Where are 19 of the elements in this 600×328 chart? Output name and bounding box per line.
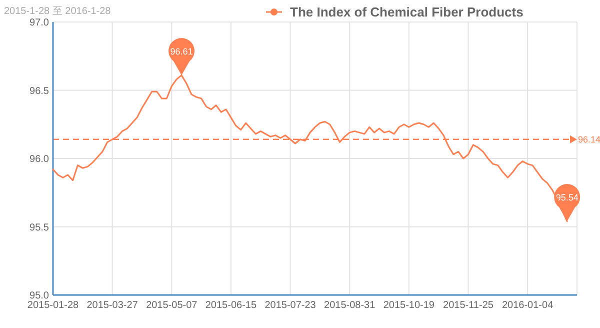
x-tick-label: 2015-10-19 (383, 300, 435, 311)
annotation: 95.54 (556, 192, 578, 202)
x-tick-label: 2015-03-27 (86, 300, 138, 311)
x-tick-label: 2015-01-28 (27, 300, 80, 311)
x-tick-label: 2015-06-15 (205, 300, 257, 311)
x-tick-label: 2015-05-07 (146, 300, 198, 311)
legend-label: The Index of Chemical Fiber Products (290, 4, 524, 20)
x-tick-label: 2015-11-25 (443, 300, 494, 311)
x-tick-label: 2016-01-04 (502, 300, 554, 311)
y-tick-label: 95.5 (30, 222, 50, 234)
chart-title: 2015-1-28 至 2016-1-28 (4, 6, 112, 17)
x-tick-label: 2015-07-23 (264, 300, 316, 311)
y-tick-label: 96.5 (30, 86, 50, 97)
annotation: 96.61 (170, 46, 193, 56)
y-tick-label: 96.0 (30, 154, 50, 165)
ref-line-label: 96.14 (578, 134, 600, 145)
x-tick-label: 2015-08-31 (324, 300, 376, 311)
y-tick-label: 95.0 (30, 290, 50, 302)
y-tick-label: 97.0 (30, 18, 50, 28)
